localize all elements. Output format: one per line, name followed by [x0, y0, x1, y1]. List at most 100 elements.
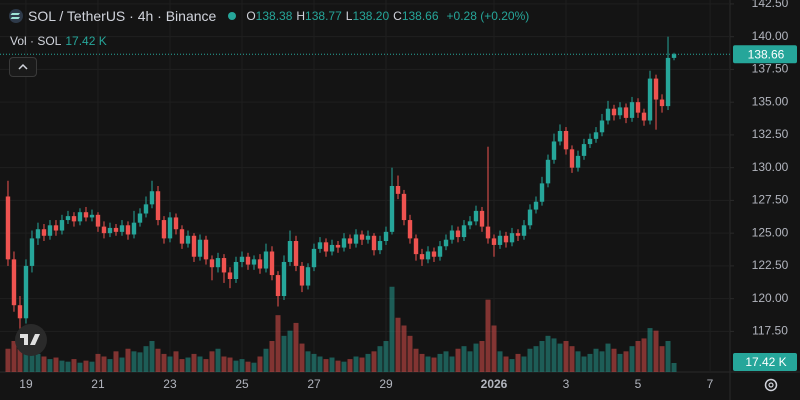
candle-body — [545, 159, 551, 184]
candle-body — [467, 221, 473, 226]
candle-body — [287, 241, 293, 262]
candle-body — [491, 238, 497, 245]
volume-bar — [257, 356, 263, 372]
candle-body — [137, 213, 143, 223]
logo-badge[interactable] — [15, 324, 47, 356]
candle-body — [203, 239, 209, 260]
volume-bar — [551, 338, 557, 372]
volume-bar — [347, 359, 353, 372]
volume-bar — [59, 360, 65, 372]
symbol[interactable]: SOL / TetherUS · 4h · Binance — [28, 8, 217, 24]
candle-body — [209, 259, 215, 268]
volume-bar — [269, 341, 275, 372]
volume-bar — [557, 343, 563, 372]
volume-bar — [275, 315, 281, 372]
volume-bar — [335, 360, 341, 372]
volume-bar — [533, 346, 539, 372]
volume-bar — [197, 356, 203, 372]
candle-body — [407, 220, 413, 239]
volume-bar — [587, 353, 593, 372]
candle-body — [149, 191, 155, 205]
candle-body — [17, 305, 23, 319]
last-price-tag — [733, 45, 797, 64]
candle-body — [377, 241, 383, 251]
volume-bar — [431, 357, 437, 372]
candle-body — [473, 210, 479, 222]
x-tick-label: 5 — [635, 377, 642, 391]
ohlc-label: H — [296, 9, 306, 23]
volume-bar — [665, 341, 671, 372]
candles — [5, 36, 677, 341]
candle-body — [611, 108, 617, 116]
volume-bar — [575, 351, 581, 372]
volume-bar — [449, 356, 455, 372]
candle-body — [461, 225, 467, 238]
volume-bar — [149, 341, 155, 372]
candle-body — [593, 132, 599, 139]
candle-body — [113, 227, 119, 232]
candle-body — [269, 251, 275, 276]
candle-body — [257, 259, 263, 269]
volume-bar — [323, 359, 329, 372]
volume-bar — [611, 348, 617, 372]
volume-value: 17.42 K — [65, 34, 107, 48]
y-tick-label: 122.50 — [752, 258, 789, 272]
ohlc-label: C — [393, 9, 402, 23]
volume-bar — [311, 353, 317, 372]
volume-bar — [101, 356, 107, 372]
volume-bar — [545, 335, 551, 372]
candle-body — [59, 220, 65, 231]
candle-body — [455, 230, 461, 238]
volume-bar — [605, 343, 611, 372]
settings-icon[interactable] — [764, 378, 778, 392]
candle-body — [449, 230, 455, 240]
volume-bar — [227, 357, 233, 372]
volume-bar — [455, 348, 461, 372]
volume-bar — [95, 353, 101, 372]
candle-body — [419, 254, 425, 260]
candle-body — [359, 234, 365, 240]
volume-bar — [353, 356, 359, 372]
y-tick-label: 140.00 — [752, 29, 789, 43]
y-tick-label: 127.50 — [752, 193, 789, 207]
volume-bar — [425, 356, 431, 372]
candle-body — [515, 233, 521, 236]
volume-bar — [509, 359, 515, 372]
volume-bar — [5, 348, 11, 372]
candle-body — [431, 251, 437, 257]
candle-body — [155, 191, 161, 221]
candle-body — [125, 225, 131, 235]
volume-bar — [539, 341, 545, 372]
volume-bar — [143, 346, 149, 372]
candle-body — [65, 216, 71, 221]
change: +0.28 (+0.20%) — [446, 9, 530, 23]
candle-body — [527, 209, 533, 226]
candle-body — [533, 201, 539, 210]
candle-body — [587, 138, 593, 145]
volume-bar — [245, 361, 251, 372]
volume-bar — [41, 356, 47, 372]
candle-body — [569, 149, 575, 168]
candle-body — [443, 239, 449, 247]
ohlc-label: O — [246, 9, 256, 23]
volume-bar — [527, 348, 533, 372]
candle-body — [35, 229, 41, 239]
volume-bar — [215, 348, 221, 372]
ohlc-value: 138.38 — [255, 9, 293, 23]
candle-body — [365, 235, 371, 240]
candle-body — [101, 226, 107, 234]
candle-body — [485, 226, 491, 239]
volume-bar — [473, 343, 479, 372]
volume-bar — [407, 335, 413, 372]
volume-tag — [733, 353, 797, 371]
volume-bar — [569, 346, 575, 372]
candle-body — [83, 212, 89, 218]
x-tick-label: 23 — [163, 377, 177, 391]
candle-body — [425, 251, 431, 260]
y-tick-label: 130.00 — [752, 160, 789, 174]
candle-body — [437, 246, 443, 257]
collapse-button[interactable] — [9, 57, 37, 77]
candle-body — [197, 239, 203, 257]
volume-tag-label: 17.42 K — [745, 355, 786, 369]
